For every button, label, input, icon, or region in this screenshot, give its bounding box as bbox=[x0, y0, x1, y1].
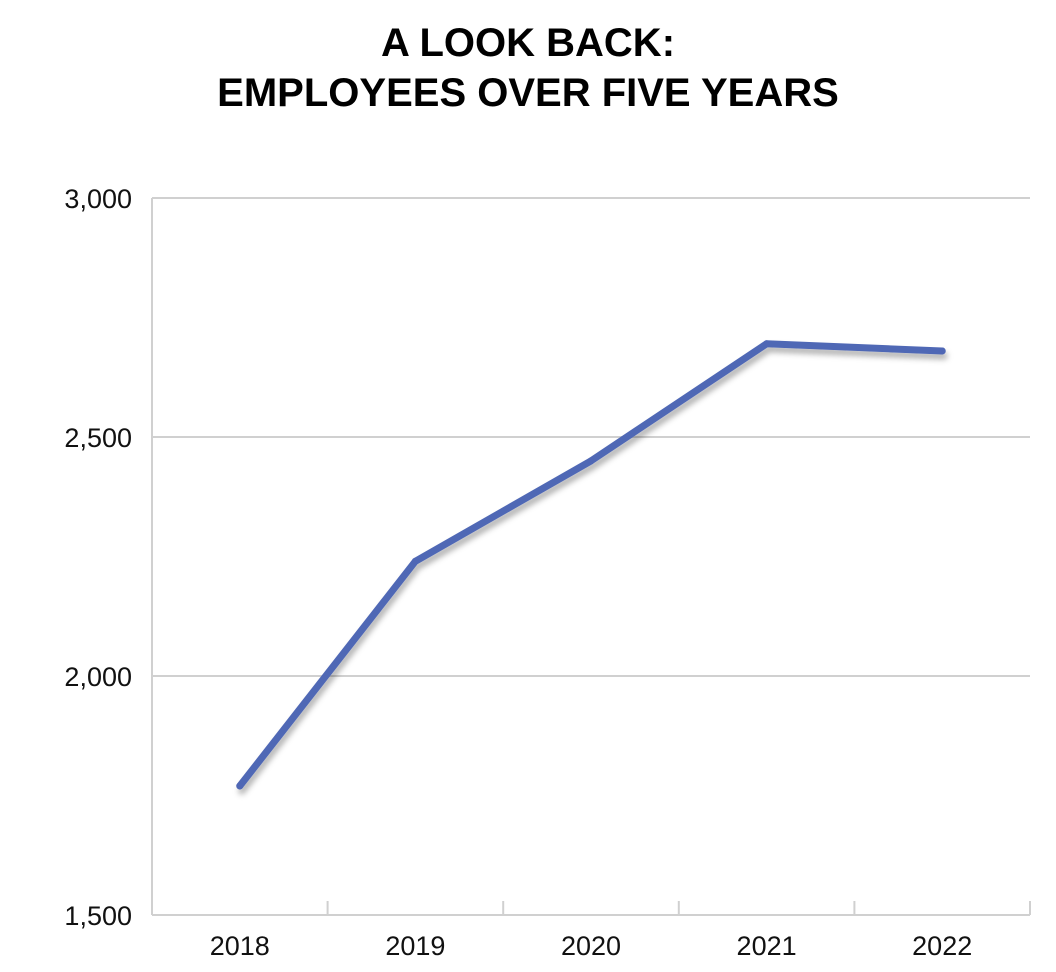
x-tick-label: 2021 bbox=[737, 931, 797, 961]
data-point bbox=[763, 340, 771, 348]
y-tick-label: 3,000 bbox=[64, 184, 132, 214]
data-point bbox=[411, 557, 419, 565]
series-line bbox=[236, 340, 946, 790]
chart-title-line-2: EMPLOYEES OVER FIVE YEARS bbox=[217, 71, 839, 115]
x-tick-label: 2020 bbox=[561, 931, 621, 961]
chart-title: A LOOK BACK: EMPLOYEES OVER FIVE YEARS bbox=[0, 18, 1056, 118]
y-tick-label: 2,000 bbox=[64, 662, 132, 692]
y-tick-label: 1,500 bbox=[64, 901, 132, 931]
data-point bbox=[938, 347, 946, 355]
x-tick-label: 2018 bbox=[210, 931, 270, 961]
x-tick-label: 2019 bbox=[385, 931, 445, 961]
data-point bbox=[587, 457, 595, 465]
chart-title-line-1: A LOOK BACK: bbox=[380, 21, 676, 65]
x-tick-label: 2022 bbox=[912, 931, 972, 961]
y-tick-label: 2,500 bbox=[64, 423, 132, 453]
data-point bbox=[236, 782, 244, 790]
